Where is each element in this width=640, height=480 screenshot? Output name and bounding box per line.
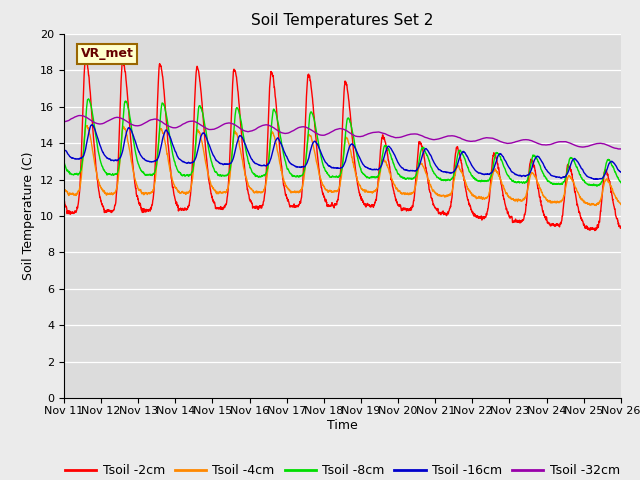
Line: Tsoil -2cm: Tsoil -2cm (64, 58, 621, 230)
Tsoil -32cm (617, 146, 625, 152)
X-axis label: Time: Time (327, 419, 358, 432)
Tsoil -8cm (564, 163, 572, 169)
Line: Tsoil -8cm: Tsoil -8cm (64, 99, 621, 186)
Tsoil -32cm (76, 113, 83, 119)
Tsoil -2cm (617, 224, 625, 230)
Tsoil -8cm (406, 176, 414, 181)
Tsoil -32cm (617, 146, 625, 152)
Line: Tsoil -4cm: Tsoil -4cm (64, 125, 621, 205)
Tsoil -2cm (83, 55, 90, 61)
Tsoil -2cm (216, 206, 223, 212)
Tsoil -16cm (180, 159, 188, 165)
Line: Tsoil -16cm: Tsoil -16cm (64, 125, 621, 180)
Tsoil -32cm (406, 132, 414, 137)
Tsoil -16cm (617, 169, 625, 175)
Tsoil -16cm (216, 160, 223, 166)
Tsoil -32cm (616, 146, 623, 152)
Y-axis label: Soil Temperature (C): Soil Temperature (C) (22, 152, 35, 280)
Tsoil -4cm (83, 122, 91, 128)
Tsoil -2cm (564, 161, 572, 167)
Tsoil -8cm (593, 183, 601, 189)
Tsoil -32cm (397, 134, 404, 140)
Tsoil -8cm (216, 173, 223, 179)
Tsoil -16cm (564, 169, 572, 175)
Text: VR_met: VR_met (81, 48, 134, 60)
Tsoil -4cm (564, 174, 572, 180)
Tsoil -32cm (564, 140, 572, 145)
Tsoil -32cm (180, 121, 188, 127)
Title: Soil Temperatures Set 2: Soil Temperatures Set 2 (252, 13, 433, 28)
Tsoil -8cm (180, 172, 188, 178)
Tsoil -4cm (617, 202, 625, 207)
Tsoil -16cm (397, 164, 404, 169)
Line: Tsoil -32cm: Tsoil -32cm (64, 116, 621, 149)
Tsoil -2cm (60, 197, 68, 203)
Tsoil -4cm (180, 190, 188, 195)
Tsoil -32cm (216, 124, 223, 130)
Tsoil -8cm (617, 179, 625, 185)
Tsoil -2cm (180, 207, 188, 213)
Tsoil -16cm (617, 169, 625, 175)
Tsoil -16cm (88, 122, 96, 128)
Tsoil -2cm (591, 228, 598, 233)
Tsoil -8cm (60, 159, 68, 165)
Tsoil -8cm (397, 174, 404, 180)
Tsoil -4cm (592, 203, 600, 208)
Legend: Tsoil -2cm, Tsoil -4cm, Tsoil -8cm, Tsoil -16cm, Tsoil -32cm: Tsoil -2cm, Tsoil -4cm, Tsoil -8cm, Tsoi… (60, 459, 625, 480)
Tsoil -16cm (60, 148, 68, 154)
Tsoil -4cm (617, 201, 625, 207)
Tsoil -4cm (397, 191, 404, 196)
Tsoil -8cm (84, 96, 92, 102)
Tsoil -16cm (406, 168, 414, 173)
Tsoil -2cm (406, 206, 414, 212)
Tsoil -4cm (60, 185, 68, 191)
Tsoil -32cm (60, 119, 68, 125)
Tsoil -8cm (617, 180, 625, 185)
Tsoil -2cm (617, 225, 625, 231)
Tsoil -4cm (216, 190, 223, 195)
Tsoil -16cm (594, 177, 602, 182)
Tsoil -2cm (397, 204, 404, 210)
Tsoil -4cm (406, 191, 414, 196)
